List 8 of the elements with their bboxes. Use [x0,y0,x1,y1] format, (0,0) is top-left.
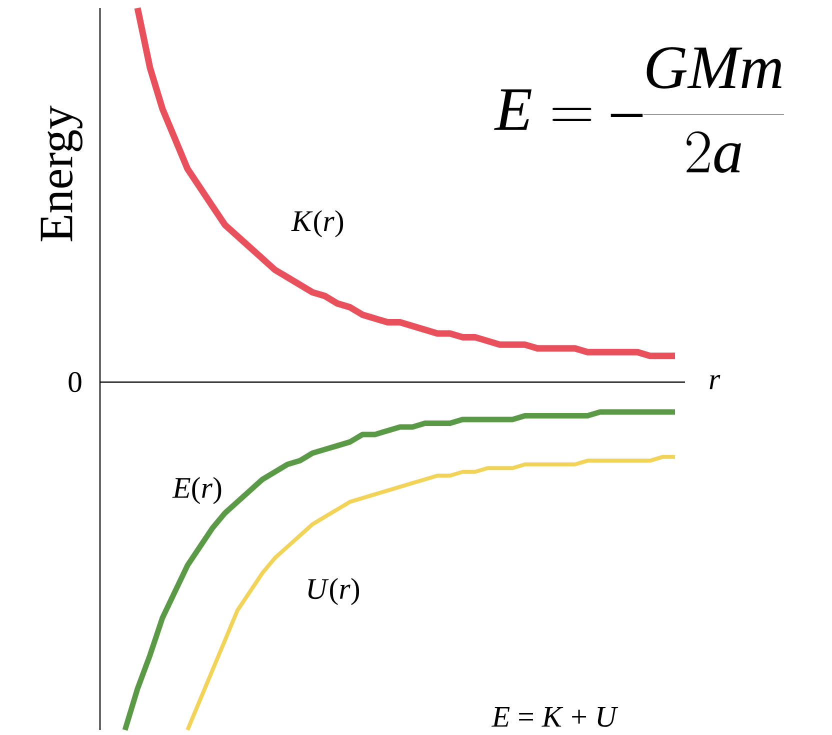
series-label: K(r) [291,210,344,238]
y-axis-title: Energy [40,106,82,242]
x-axis-title: r [710,375,720,390]
annotation: E = K + U [492,707,618,727]
series-label: U(r) [308,578,360,606]
series-label: E(r) [172,477,222,504]
text: 0 [68,372,82,392]
annotation: $E=-\frac{GMm}{2a}$ [494,47,784,173]
